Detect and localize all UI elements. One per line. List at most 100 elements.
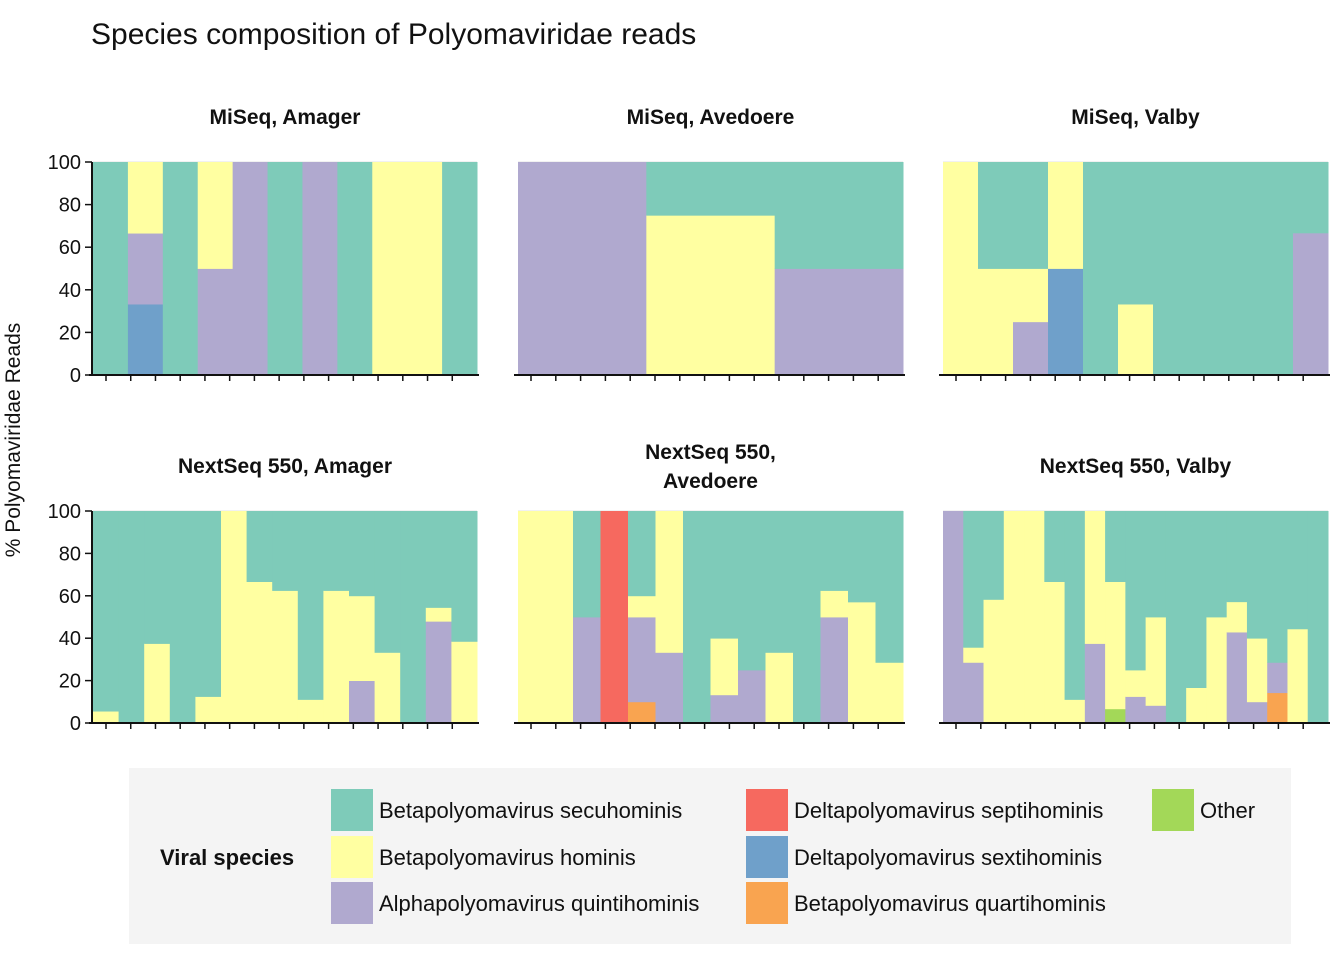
bar-segment — [963, 511, 985, 648]
bar-segment — [372, 162, 408, 376]
legend-entry: Alphapolyomavirus quintihominis — [331, 882, 699, 924]
bar-segment — [1226, 511, 1248, 603]
bar-segment — [297, 699, 324, 724]
bar-segment — [1044, 511, 1066, 582]
legend-label: Deltapolyomavirus septihominis — [794, 798, 1103, 823]
legend-swatch — [1152, 789, 1194, 831]
bar-segment — [425, 621, 452, 724]
y-tick-label: 40 — [59, 628, 81, 650]
bar-segment — [127, 304, 164, 376]
chart-title: Species composition of Polyomaviridae re… — [91, 18, 696, 51]
bar-segment — [1048, 162, 1084, 269]
bar-segment — [1223, 162, 1259, 376]
bar-segment — [983, 511, 1005, 600]
bar-segment — [1013, 162, 1049, 269]
legend-label: Betapolyomavirus secuhominis — [379, 798, 682, 823]
bar-segment — [1246, 638, 1268, 703]
bar-segment — [1293, 162, 1329, 234]
bar-segment — [848, 511, 876, 603]
bar-segment — [738, 670, 766, 724]
bar-segment — [451, 641, 478, 724]
bar-segment — [655, 511, 684, 653]
bar-segment — [127, 233, 164, 305]
panel-title: NextSeq 550, — [645, 441, 776, 464]
bar-segment — [1105, 511, 1126, 582]
bar-segment — [169, 511, 196, 724]
y-tick-label: 0 — [70, 365, 81, 387]
panel-title: MiSeq, Avedoere — [627, 106, 795, 129]
y-tick-label: 100 — [48, 501, 81, 523]
y-tick-label: 100 — [48, 152, 81, 174]
bar-segment — [1287, 511, 1309, 630]
bar-segment — [1188, 162, 1224, 376]
bar-segment — [1024, 511, 1045, 724]
bar-segment — [323, 590, 350, 724]
bar-segment — [983, 599, 1005, 724]
bar-segment — [1118, 162, 1154, 305]
legend-swatch — [331, 789, 373, 831]
legend-label: Deltapolyomavirus sextihominis — [794, 845, 1102, 870]
legend-swatch — [746, 789, 788, 831]
legend-background — [129, 768, 1291, 944]
bar-segment — [628, 595, 656, 618]
bar-segment — [1125, 696, 1147, 724]
bar-segment — [655, 652, 684, 724]
y-tick-label: 60 — [59, 586, 81, 608]
bar-segment — [1267, 662, 1288, 694]
bar-segment — [425, 511, 452, 608]
bar-segment — [1013, 268, 1049, 323]
bar-segment — [272, 511, 299, 591]
bar-segment — [1153, 162, 1189, 376]
bar-segment — [349, 511, 376, 597]
legend-entry: Betapolyomavirus quartihominis — [746, 882, 1106, 924]
bar-segment — [93, 711, 120, 724]
bar-segment — [1048, 268, 1084, 376]
bar-segment — [144, 511, 171, 644]
bar-segment — [425, 607, 452, 622]
legend-swatch — [331, 882, 373, 924]
bar-segment — [323, 511, 350, 591]
bar-segment — [765, 652, 794, 724]
legend-entry: Betapolyomavirus secuhominis — [331, 789, 682, 831]
bar-segment — [1105, 581, 1126, 710]
legend-entry: Betapolyomavirus hominis — [331, 836, 636, 878]
bar-segment — [451, 511, 478, 642]
bar-segment — [518, 162, 647, 376]
bar-segment — [573, 511, 601, 618]
y-tick-label: 20 — [59, 671, 81, 693]
legend-swatch — [331, 836, 373, 878]
facet-panel: NextSeq 550, Avedoere — [514, 441, 905, 729]
bar-segment — [272, 590, 299, 724]
panel-title: MiSeq, Amager — [210, 106, 361, 129]
bar-segment — [1003, 511, 1025, 724]
bar-segment — [943, 511, 964, 724]
bar-segment — [1258, 162, 1294, 376]
bar-segment — [302, 162, 338, 376]
bar-segment — [1145, 705, 1167, 724]
bar-segment — [646, 215, 776, 376]
legend-label: Betapolyomavirus quartihominis — [794, 891, 1106, 916]
panel-title: Avedoere — [663, 470, 758, 493]
facet-panel: MiSeq, Amager 0 20 40 60 80 100 — [48, 106, 479, 387]
bar-segment — [875, 511, 904, 663]
bar-segment — [963, 662, 985, 724]
bar-segment — [127, 162, 164, 234]
legend-entry: Deltapolyomavirus sextihominis — [746, 836, 1102, 878]
bar-segment — [1145, 511, 1167, 618]
legend-swatch — [746, 882, 788, 924]
bar-segment — [545, 511, 574, 724]
bar-segment — [1084, 511, 1106, 644]
bar-segment — [374, 652, 401, 724]
bar-segment — [710, 694, 739, 724]
y-tick-label: 20 — [59, 322, 81, 344]
bar-segment — [738, 511, 766, 671]
bar-segment — [1064, 699, 1086, 724]
bar-segment — [144, 643, 171, 724]
y-tick-label: 60 — [59, 237, 81, 259]
bar-segment — [1226, 632, 1248, 724]
bar-segment — [93, 511, 120, 712]
bar-segment — [1165, 511, 1187, 724]
legend-label: Other — [1200, 798, 1255, 823]
bar-segment — [1084, 643, 1106, 724]
